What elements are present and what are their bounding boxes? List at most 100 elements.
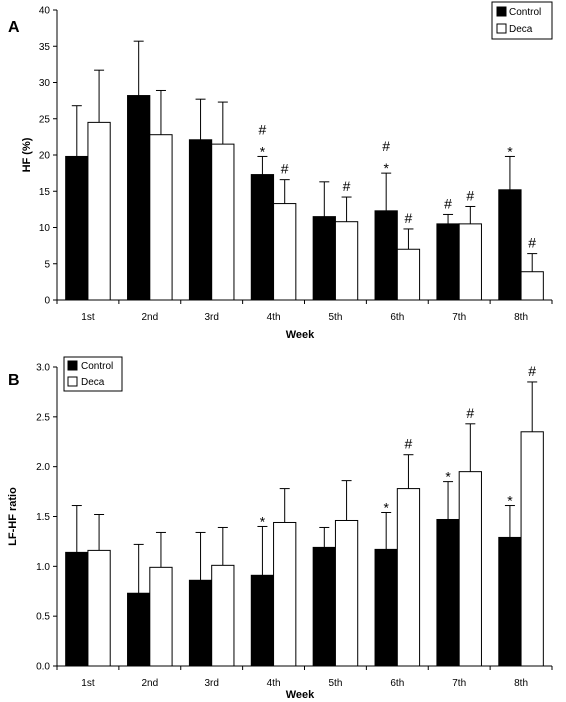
bar-control-8th-b — [498, 536, 522, 667]
y-tick-label-b: 0.0 — [36, 662, 50, 673]
panel-label-a: A — [8, 19, 20, 36]
y-tick-label-b: 0.5 — [36, 612, 50, 623]
bar-deca-8th-a — [520, 271, 544, 301]
y-tick-label-b: 2.5 — [36, 412, 50, 423]
annotation-a-2: # — [281, 161, 289, 177]
y-tick-label-b: 1.0 — [36, 562, 50, 573]
bar-deca-4th-b — [273, 521, 297, 667]
bar-control-8th-a — [498, 189, 522, 301]
annotation-a-1: # — [259, 121, 267, 137]
bar-deca-2nd-a — [149, 134, 173, 301]
y-tick-label-b: 3.0 — [36, 363, 50, 374]
y-tick-label-a: 20 — [39, 151, 51, 162]
bar-deca-5th-b — [334, 519, 359, 667]
y-tick-label-a: 0 — [44, 296, 50, 307]
y-tick-label-a: 25 — [39, 114, 51, 125]
bar-deca-3rd-b — [211, 564, 235, 667]
bar-deca-8th-b — [520, 431, 544, 667]
x-tick-label-a: 7th — [452, 312, 466, 323]
annotation-b-5: * — [507, 493, 513, 509]
y-tick-label-a: 30 — [39, 78, 51, 89]
bar-control-2nd-a — [127, 95, 151, 301]
x-axis-label-a: Week — [286, 329, 315, 341]
annotation-a-3: # — [343, 178, 351, 194]
annotation-a-9: * — [507, 143, 513, 159]
legend-label-control-a: Control — [509, 7, 541, 18]
legend-label-deca-b: Deca — [81, 377, 105, 388]
x-tick-label-a: 3rd — [204, 312, 218, 323]
bar-deca-7th-a — [458, 223, 482, 301]
y-tick-label-a: 10 — [39, 223, 51, 234]
legend-swatch-deca-a — [496, 23, 507, 34]
y-tick-label-a: 5 — [44, 259, 50, 270]
annotation-a-7: # — [444, 195, 452, 211]
x-tick-label-b: 2nd — [141, 678, 158, 689]
y-tick-label-a: 35 — [39, 42, 51, 53]
bar-control-5th-a — [312, 216, 336, 301]
bar-control-6th-a — [374, 210, 398, 301]
annotation-b-0: * — [260, 513, 266, 529]
x-tick-label-b: 8th — [514, 678, 528, 689]
bar-control-3rd-a — [188, 139, 213, 301]
chart-a: A HF (%) Week Control Deca * # # # * # # # # * #0 5… — [8, 1, 553, 341]
annotation-a-4: * — [383, 160, 389, 176]
x-tick-label-a: 8th — [514, 312, 528, 323]
bar-control-3rd-b — [188, 579, 213, 667]
legend-swatch-control-a — [496, 6, 507, 17]
annotation-b-4: # — [466, 405, 474, 421]
annotation-a-0: * — [260, 143, 266, 159]
y-tick-label-b: 2.0 — [36, 462, 50, 473]
bar-deca-7th-b — [458, 471, 482, 667]
annotation-b-6: # — [528, 363, 536, 379]
x-axis-label-b: Week — [286, 689, 315, 701]
bar-control-1st-a — [65, 155, 89, 301]
annotation-a-5: # — [382, 138, 390, 154]
bar-deca-6th-a — [396, 248, 421, 301]
annotation-a-10: # — [528, 235, 536, 251]
y-tick-label-a: 15 — [39, 187, 51, 198]
x-tick-label-a: 2nd — [141, 312, 158, 323]
x-tick-label-a: 1st — [81, 312, 95, 323]
bar-control-2nd-b — [127, 592, 151, 667]
legend-label-deca-a: Deca — [509, 24, 533, 35]
legend-a: Control Deca — [491, 1, 553, 40]
annotation-a-6: # — [405, 210, 413, 226]
bar-deca-4th-a — [273, 203, 297, 301]
legend-swatch-deca-b — [67, 376, 78, 387]
bar-deca-1st-b — [87, 549, 111, 667]
y-axis-label-b: LF-HF ratio — [7, 487, 19, 546]
x-tick-label-a: 4th — [267, 312, 281, 323]
legend-label-control-b: Control — [81, 361, 113, 372]
y-axis-label-a: HF (%) — [21, 137, 33, 172]
bar-control-4th-b — [250, 574, 275, 667]
legend-swatch-control-b — [67, 360, 78, 371]
chart-b: B LF-HF ratio Week Control Deca * * # * # * #0… — [7, 356, 553, 701]
y-tick-label-b: 1.5 — [36, 512, 50, 523]
bar-control-7th-b — [436, 518, 460, 667]
bar-deca-5th-a — [334, 221, 359, 301]
annotation-b-1: * — [383, 500, 389, 516]
panel-label-b: B — [8, 372, 20, 389]
x-tick-label-b: 3rd — [204, 678, 218, 689]
x-tick-label-b: 7th — [452, 678, 466, 689]
x-tick-label-b: 1st — [81, 678, 95, 689]
x-tick-label-b: 4th — [267, 678, 281, 689]
annotation-b-2: # — [405, 436, 413, 452]
bar-control-4th-a — [250, 174, 275, 301]
bar-control-7th-a — [436, 223, 460, 301]
legend-b: Control Deca — [63, 356, 123, 392]
bar-deca-3rd-a — [211, 143, 235, 301]
bar-control-5th-b — [312, 546, 336, 667]
x-tick-label-a: 5th — [328, 312, 342, 323]
bar-control-6th-b — [374, 548, 398, 667]
bar-deca-6th-b — [396, 488, 421, 667]
bar-control-1st-b — [65, 551, 89, 667]
bar-deca-2nd-b — [149, 566, 173, 667]
y-tick-label-a: 40 — [39, 6, 51, 17]
x-tick-label-a: 6th — [390, 312, 404, 323]
annotation-a-8: # — [466, 187, 474, 203]
x-tick-label-b: 6th — [390, 678, 404, 689]
bar-deca-1st-a — [87, 121, 111, 301]
annotation-b-3: * — [445, 469, 451, 485]
